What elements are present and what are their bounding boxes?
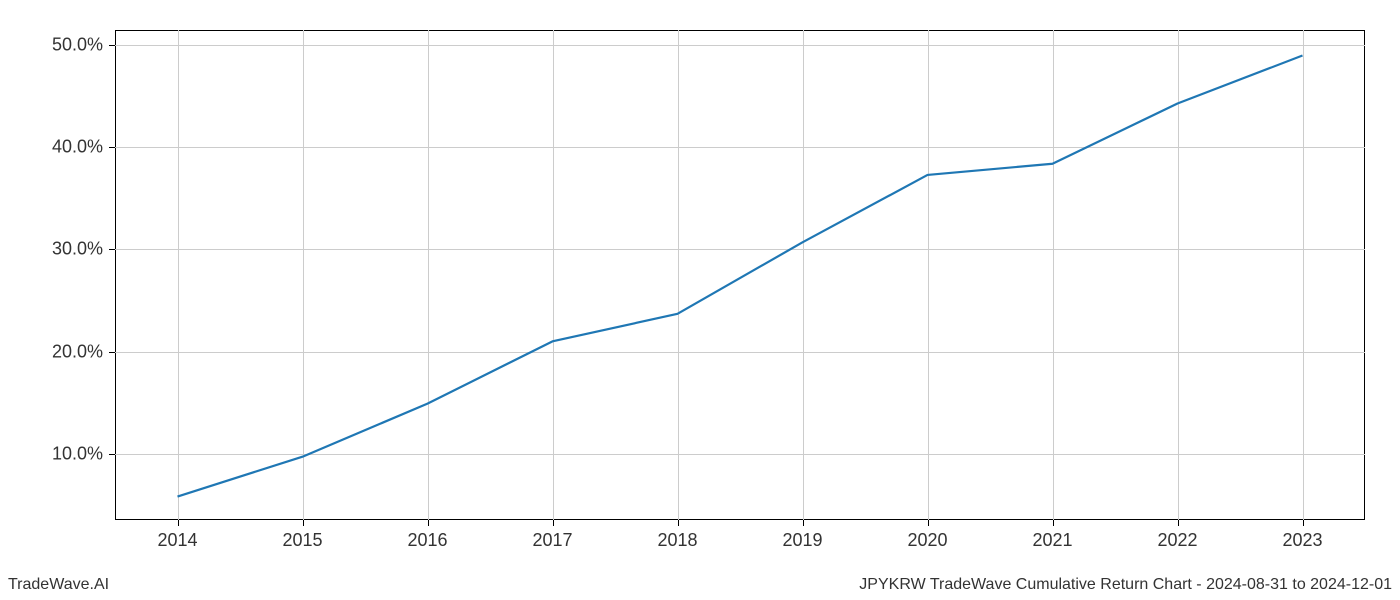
y-tick-label: 10.0% — [45, 443, 103, 464]
x-tick-mark — [928, 520, 929, 526]
grid-line-vertical — [1178, 30, 1179, 520]
x-tick-label: 2019 — [782, 530, 822, 551]
cumulative-return-chart: TradeWave.AI JPYKRW TradeWave Cumulative… — [0, 0, 1400, 600]
x-tick-label: 2018 — [657, 530, 697, 551]
y-tick-label: 50.0% — [45, 35, 103, 56]
grid-line-horizontal — [115, 45, 1365, 46]
x-tick-mark — [553, 520, 554, 526]
y-tick-label: 20.0% — [45, 341, 103, 362]
grid-line-vertical — [303, 30, 304, 520]
x-tick-mark — [678, 520, 679, 526]
grid-line-vertical — [928, 30, 929, 520]
x-tick-mark — [803, 520, 804, 526]
x-tick-mark — [1303, 520, 1304, 526]
x-tick-mark — [1178, 520, 1179, 526]
grid-line-horizontal — [115, 454, 1365, 455]
grid-line-horizontal — [115, 249, 1365, 250]
grid-line-horizontal — [115, 352, 1365, 353]
grid-line-vertical — [803, 30, 804, 520]
y-tick-mark — [109, 147, 115, 148]
footer-right-text: JPYKRW TradeWave Cumulative Return Chart… — [859, 576, 1392, 594]
x-tick-mark — [428, 520, 429, 526]
y-tick-mark — [109, 454, 115, 455]
footer-left-text: TradeWave.AI — [8, 576, 109, 594]
x-tick-label: 2016 — [407, 530, 447, 551]
x-tick-label: 2020 — [907, 530, 947, 551]
grid-line-horizontal — [115, 147, 1365, 148]
y-tick-mark — [109, 249, 115, 250]
x-tick-mark — [303, 520, 304, 526]
x-tick-label: 2021 — [1032, 530, 1072, 551]
x-tick-label: 2017 — [532, 530, 572, 551]
grid-line-vertical — [428, 30, 429, 520]
grid-line-vertical — [553, 30, 554, 520]
grid-line-vertical — [1053, 30, 1054, 520]
x-tick-label: 2014 — [157, 530, 197, 551]
x-tick-label: 2023 — [1282, 530, 1322, 551]
x-tick-mark — [1053, 520, 1054, 526]
x-tick-mark — [178, 520, 179, 526]
y-tick-mark — [109, 45, 115, 46]
grid-line-vertical — [1303, 30, 1304, 520]
grid-line-vertical — [678, 30, 679, 520]
y-tick-label: 40.0% — [45, 137, 103, 158]
x-tick-label: 2015 — [282, 530, 322, 551]
x-tick-label: 2022 — [1157, 530, 1197, 551]
plot-area — [115, 30, 1365, 520]
y-tick-mark — [109, 352, 115, 353]
grid-line-vertical — [178, 30, 179, 520]
y-tick-label: 30.0% — [45, 239, 103, 260]
